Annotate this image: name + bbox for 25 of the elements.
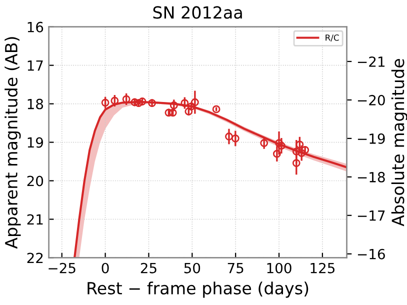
chart-title: SN 2012aa bbox=[153, 6, 242, 19]
y-tick-label: 17 bbox=[28, 60, 43, 71]
legend-label: R/C bbox=[326, 34, 339, 42]
y-tick-label: 22 bbox=[27, 252, 43, 263]
y2-tick-label: −19 bbox=[358, 133, 385, 144]
y2-axis-title: Absolute magnitude bbox=[391, 59, 407, 226]
y2-tick-label: −21 bbox=[358, 56, 385, 67]
y-tick-label: 18 bbox=[28, 98, 44, 110]
y2-tick-label: −20 bbox=[358, 94, 385, 106]
y2-tick-label: −16 bbox=[358, 248, 385, 260]
x-tick-label: 0 bbox=[102, 262, 109, 274]
y2-tick-label: −17 bbox=[358, 210, 385, 221]
x-tick-label: 75 bbox=[228, 263, 244, 274]
x-tick-label: −25 bbox=[48, 262, 76, 274]
x-tick-label: 25 bbox=[140, 262, 156, 274]
y-axis-title: Apparent magnitude (AB) bbox=[4, 37, 21, 249]
y-tick-label: 19 bbox=[28, 137, 43, 148]
y2-tick-label: −18 bbox=[358, 172, 385, 182]
x-tick-label: 50 bbox=[184, 262, 200, 274]
y-tick-label: 21 bbox=[27, 214, 43, 225]
x-axis-title: Rest − frame phase (days) bbox=[88, 282, 308, 298]
y-tick-label: 16 bbox=[28, 22, 44, 32]
x-tick-label: 125 bbox=[310, 262, 334, 274]
x-tick-label: 100 bbox=[267, 262, 292, 274]
y-tick-label: 20 bbox=[27, 176, 44, 186]
